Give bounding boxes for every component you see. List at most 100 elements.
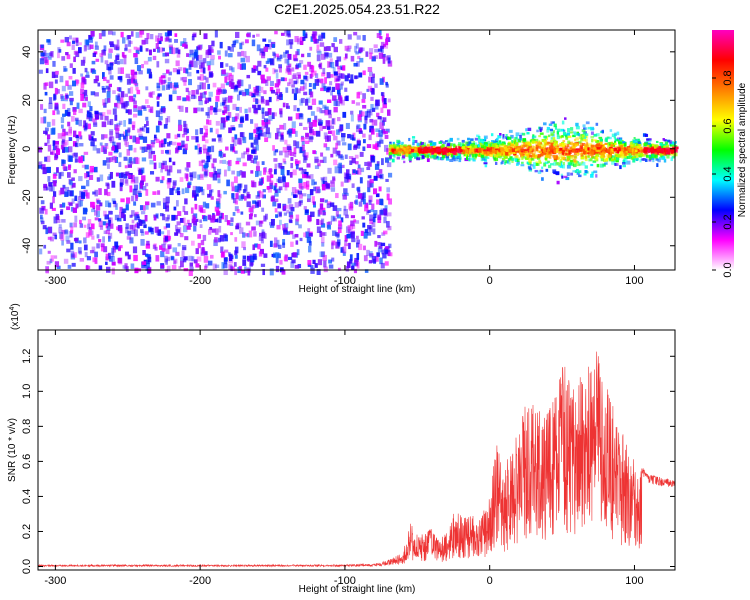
spectrogram-cell [232,103,237,110]
spectrogram-cell [584,169,588,174]
spectrogram-cell [220,62,224,68]
spectrogram-cell [127,174,132,179]
spectrogram-cell [579,142,583,147]
spectrogram-cell [661,144,664,149]
spectrogram-cell [165,248,170,255]
spectrogram-cell [547,141,551,144]
spectrogram-cell [237,137,242,145]
spectrogram-cell [44,208,48,215]
spectrogram-cell [83,224,87,228]
spectrogram-cell [230,79,234,86]
spectrogram-cell [59,75,64,83]
spectrogram-cell [123,120,126,127]
spectrogram-cell [307,117,312,123]
spectrogram-cell [132,74,137,81]
spectrogram-cell [523,156,527,159]
spectrogram-cell [401,141,404,145]
spectrogram-cell [433,147,437,151]
spectrogram-cell [165,69,170,74]
spectrogram-cell [500,161,503,165]
spectrogram-cell [82,216,87,221]
spectrogram-cell [214,30,218,38]
spectrogram-cell [128,145,133,151]
spectrogram-cell [322,211,327,216]
spectrogram-cell [217,237,221,243]
spectrogram-cell [205,128,208,136]
spectrogram-cell [556,147,560,151]
spectrogram-cell [319,198,325,203]
spectrogram-cell [131,121,136,128]
spectrogram-cell [331,86,336,92]
spectrogram-cell [191,57,195,61]
spectrogram-cell [582,132,587,136]
spectrogram-cell [108,210,113,215]
spectrogram-cell [182,97,187,102]
spectrogram-cell [62,142,67,148]
spectrogram-cell [229,47,234,52]
spectrogram-cell [252,97,257,103]
spectrogram-cell [248,91,253,97]
spectrogram-cell [109,130,113,138]
spectrogram-cell [47,176,51,182]
spectrogram-cell [481,156,486,161]
spectrogram-cell [303,232,306,238]
spectrogram-cell [283,77,288,82]
spectrogram-cell [368,260,373,264]
spectrogram-cell [203,171,208,176]
spectrogram-cell [506,136,510,140]
spectrogram-cell [188,53,192,58]
spectrogram-cell [251,39,256,47]
spectrogram-cell [538,135,541,138]
spectrogram-cell [222,159,227,164]
spectrogram-cell [250,119,254,124]
spectrogram-cell [111,247,115,255]
spectrogram-cell [352,132,356,139]
spectrogram-cell [286,170,290,176]
spectrogram-cell [590,131,594,135]
spectrogram-cell [265,127,270,135]
spectrogram-cell [497,152,501,157]
spectrogram-cell [200,107,204,112]
spectrogram-cell [420,141,425,146]
spectrogram-cell [146,32,150,40]
spectrogram-cell [307,193,312,200]
spectrogram-cell [141,261,147,265]
spectrogram-cell [129,185,133,193]
spectrogram-cell [218,134,222,142]
spectrogram-cell [149,171,155,175]
spectrogram-cell [127,109,132,115]
spectrogram-cell [562,150,565,154]
spectrogram-cell [548,155,552,160]
spectrogram-cell [230,181,234,187]
spectrogram-cell [379,134,383,141]
spectrogram-cell [294,159,298,165]
spectrogram-cell [156,96,160,100]
spectrogram-cell [135,137,140,144]
spectrogram-cell [45,52,50,58]
spectrogram-cell [531,145,535,149]
spectrogram-cell [338,73,343,79]
spectrogram-cell [561,164,566,169]
spectrogram-cell [127,158,132,166]
spectrogram-cell [220,123,225,130]
spectrogram-cell [240,211,244,215]
spectrogram-cell [175,200,179,207]
spectrogram-cell [325,52,329,57]
spectrogram-cell [575,122,579,127]
spectrogram-cell [400,146,405,150]
spectrogram-cell [69,222,73,228]
spectrogram-cell [137,128,142,133]
spectrogram-cell [74,155,78,163]
spectrogram-cell [214,109,218,115]
spectrogram-cell [91,235,95,240]
spectrogram-cell [449,159,454,163]
spectrogram-cell [226,220,231,226]
spectrogram-cell [65,235,70,242]
spectrogram-cell [237,79,242,87]
spectrogram-cell [556,180,560,185]
spectrogram-cell [318,122,323,126]
spectrogram-cell [191,256,195,262]
spectrogram-cell [387,225,392,231]
spectrogram-cell [346,233,351,239]
spectrogram-cell [118,257,123,265]
